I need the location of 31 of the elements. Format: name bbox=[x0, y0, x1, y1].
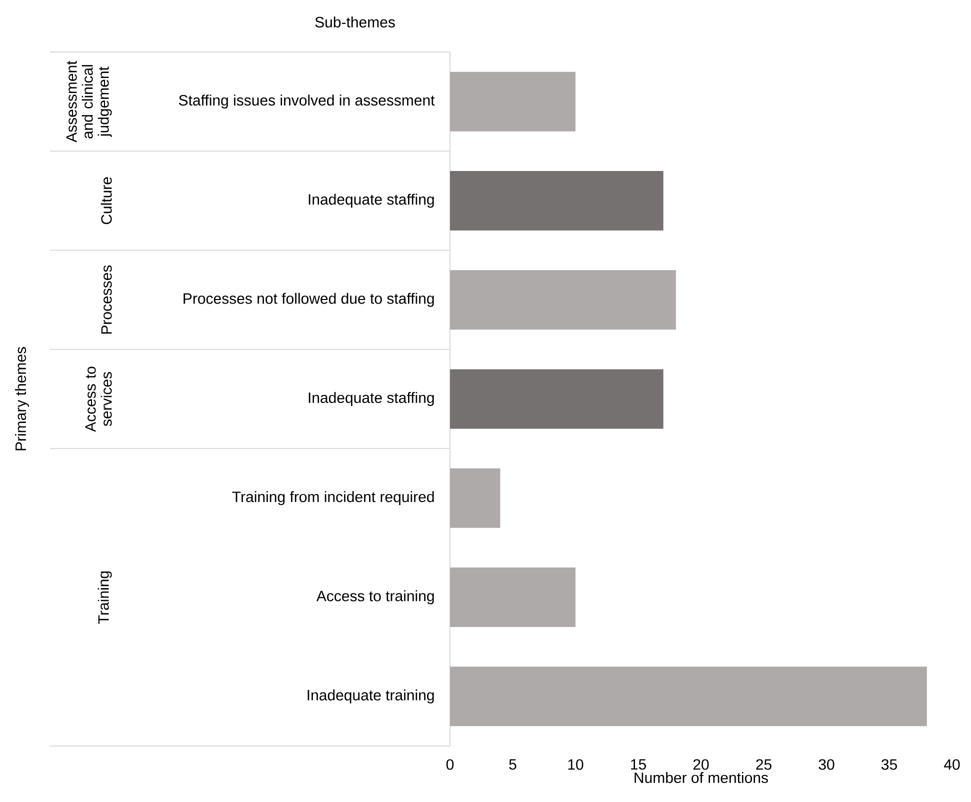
text: Culture bbox=[100, 177, 112, 224]
bar bbox=[450, 72, 576, 132]
x-tick-label: 20 bbox=[693, 759, 709, 770]
y-tick-label: Inadequate training bbox=[308, 689, 434, 704]
x-tick-label: 30 bbox=[818, 759, 834, 770]
bar bbox=[450, 369, 664, 429]
text: Assessment and clinical judgement bbox=[66, 60, 112, 142]
text: Sub-themes bbox=[315, 16, 395, 28]
x-tick-label: 15 bbox=[631, 759, 646, 770]
y-tick-label: Inadequate staffing bbox=[308, 194, 434, 208]
x-tick-label: 10 bbox=[568, 759, 584, 770]
text: Training bbox=[98, 571, 112, 624]
x-tick-label: 40 bbox=[944, 759, 960, 770]
x-tick-label: 35 bbox=[881, 759, 897, 770]
y-tick-label: Inadequate staffing bbox=[308, 392, 434, 406]
y-tick-label: Staffing issues involved in assessment bbox=[178, 94, 435, 109]
bar bbox=[450, 468, 500, 528]
y-tick-label: Access to training bbox=[316, 590, 434, 604]
x-axis-title: Number of mentions bbox=[634, 772, 768, 784]
y-tick-label: Training from incident required bbox=[232, 491, 434, 506]
x-tick-label: 0 bbox=[446, 759, 454, 770]
x-tick-label: 5 bbox=[509, 759, 516, 770]
text: Access to services bbox=[85, 366, 112, 432]
bar bbox=[450, 170, 664, 230]
x-tick-label: 25 bbox=[756, 759, 772, 770]
bar bbox=[450, 270, 676, 330]
bar bbox=[450, 666, 927, 726]
text: Primary themes bbox=[15, 347, 29, 450]
text: Processes bbox=[101, 265, 112, 334]
y-tick-label: Processes not followed due to staffing bbox=[184, 292, 434, 307]
bar bbox=[450, 568, 576, 628]
